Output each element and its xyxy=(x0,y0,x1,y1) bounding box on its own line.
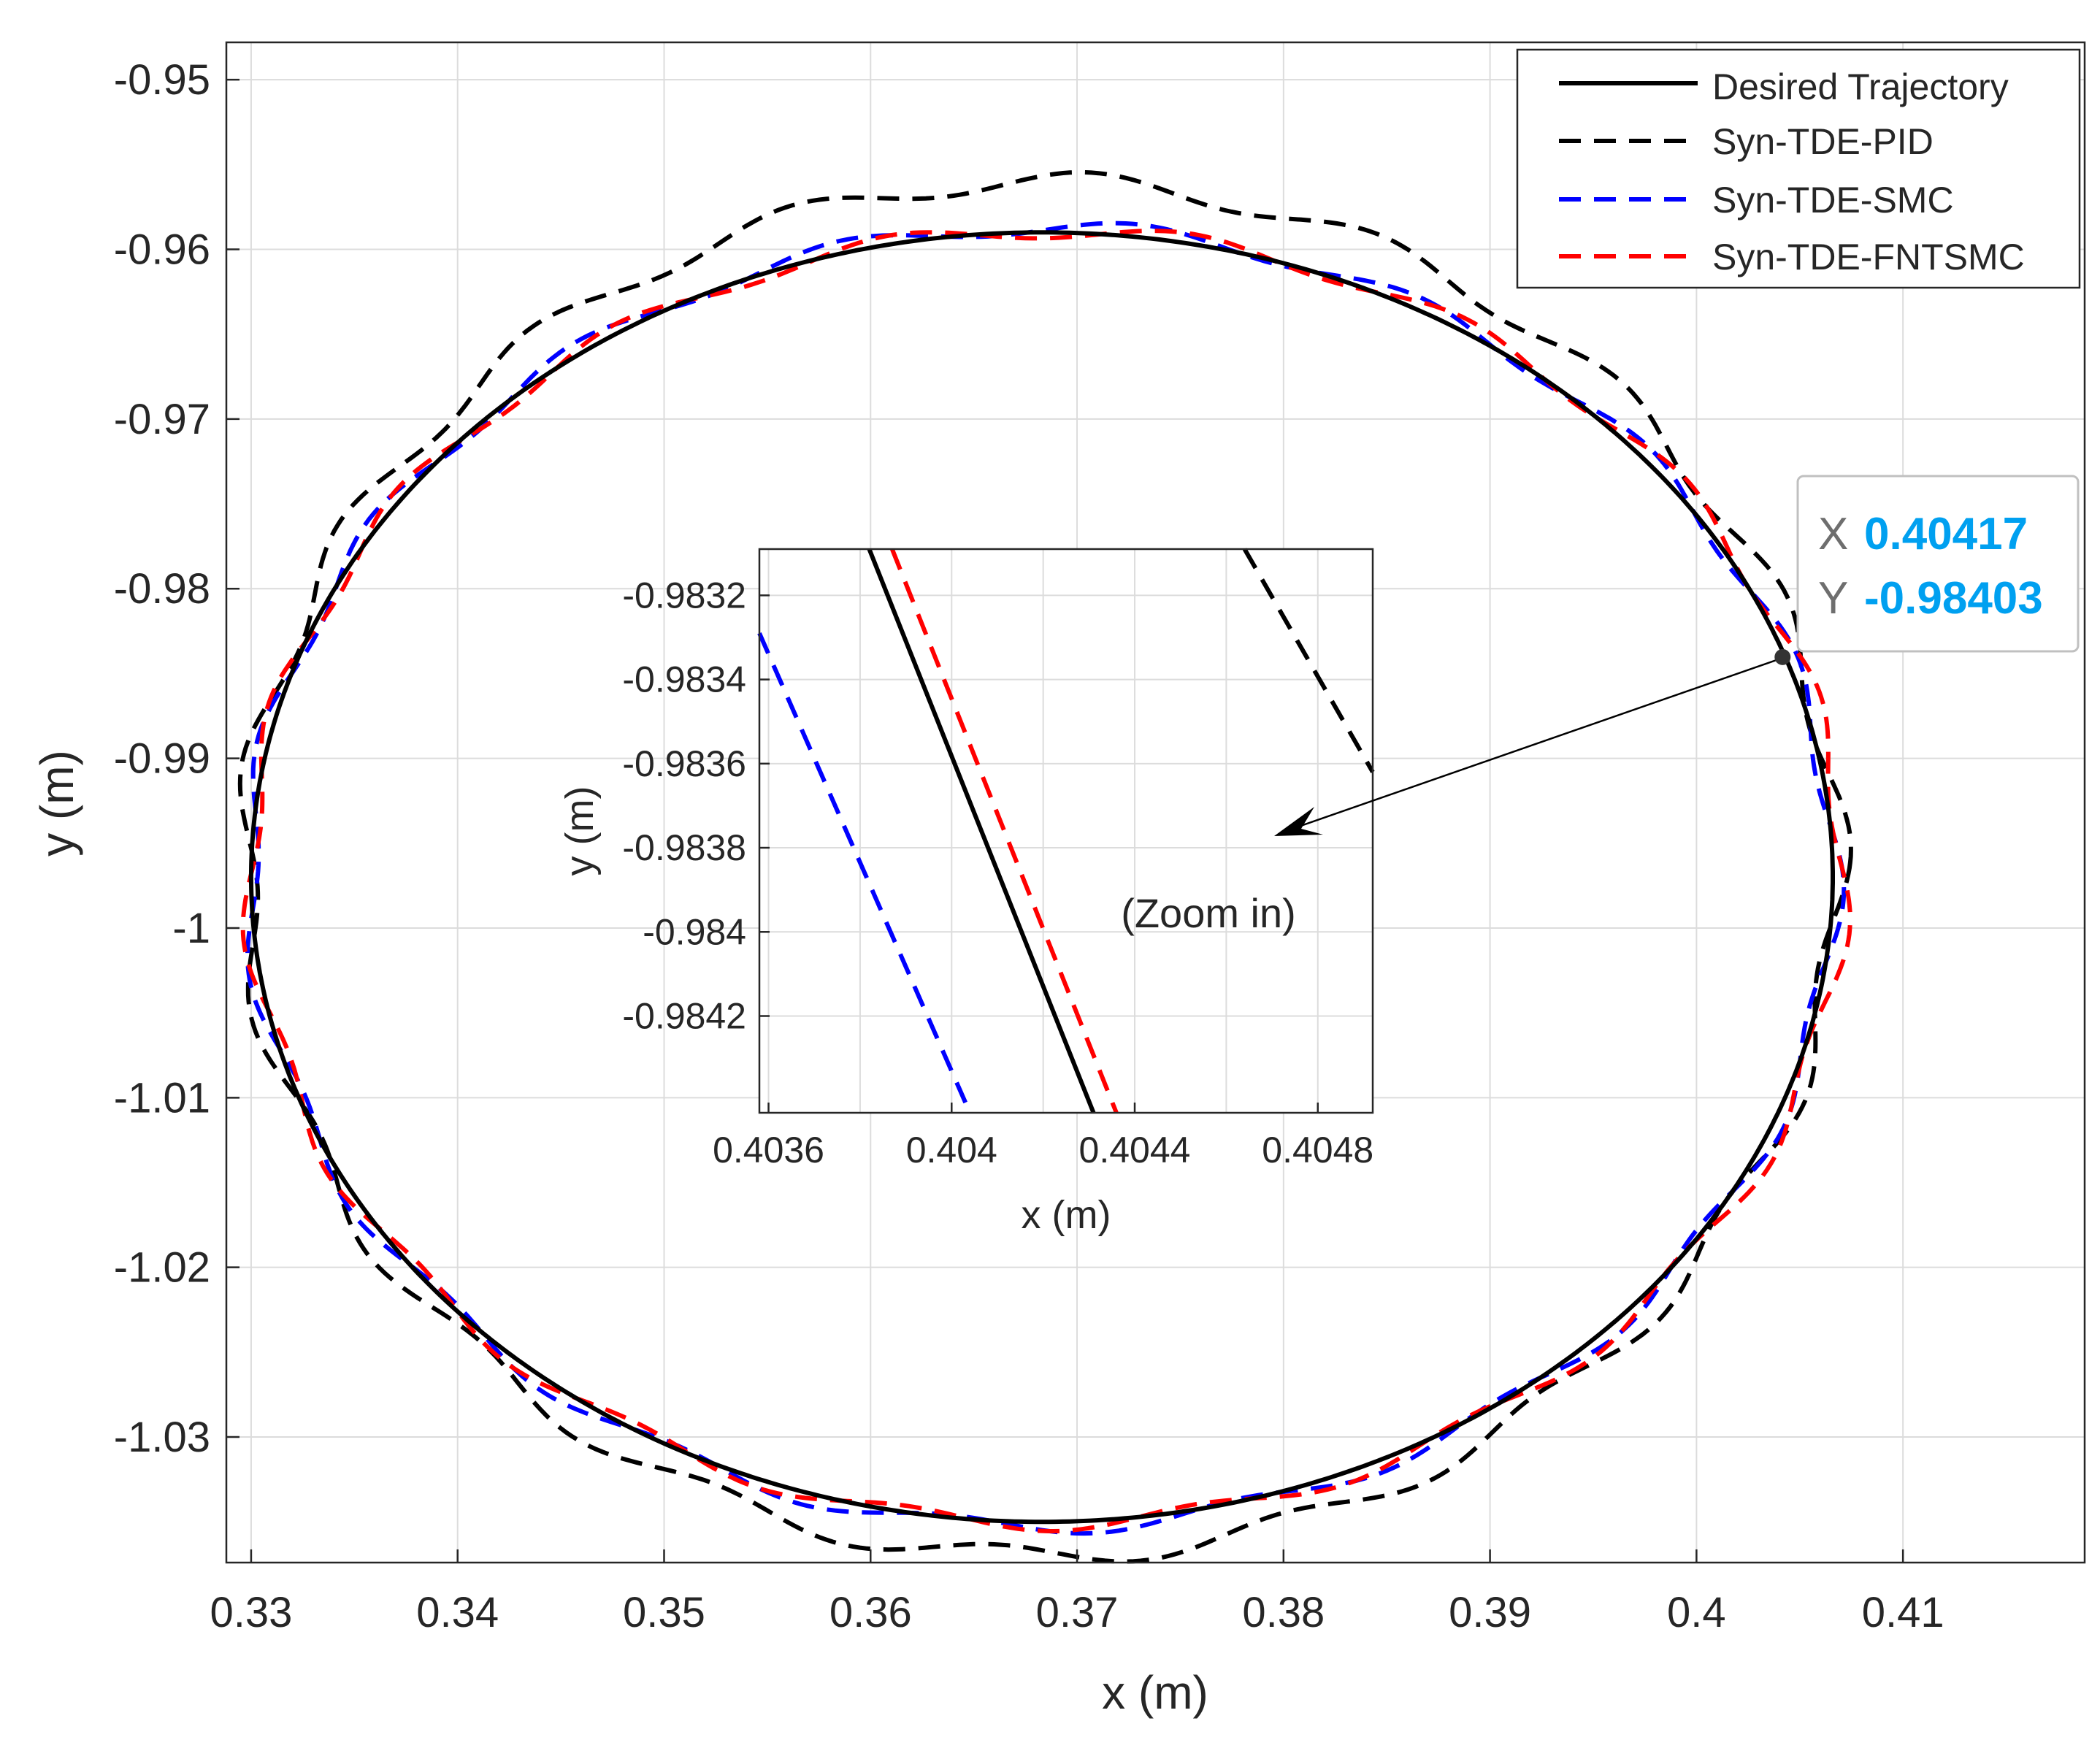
inset-x-tick-label: 0.4048 xyxy=(1262,1130,1373,1170)
inset-grid xyxy=(759,549,1373,1113)
y-tick-label: -0.97 xyxy=(114,396,210,443)
series-syn-tde-smc xyxy=(245,221,1847,1536)
inset-series-syn-tde-pid xyxy=(1242,548,1375,773)
series-syn-tde-pid xyxy=(237,170,1853,1564)
x-tick-label: 0.38 xyxy=(1242,1589,1325,1636)
datatip-y-value: -0.98403 xyxy=(1864,573,2043,624)
legend-box xyxy=(1516,48,2081,289)
datatip-y-label: Y xyxy=(1818,573,1848,624)
main-ticks: 0.33 0.34 0.35 0.36 0.37 0.38 0.39 0.4 0.41 -0.95… xyxy=(114,56,1944,1636)
legend-label-smc: Syn-TDE-SMC xyxy=(1712,180,1954,221)
x-tick-label: 0.35 xyxy=(623,1589,705,1636)
x-tick-label: 0.37 xyxy=(1036,1589,1119,1636)
inset-axes-frame xyxy=(758,548,1374,1114)
zoom-in-annotation: (Zoom in) xyxy=(1121,890,1296,936)
datatip-box xyxy=(1796,475,2080,653)
x-tick-label: 0.36 xyxy=(829,1589,912,1636)
datatip-marker[interactable] xyxy=(1774,648,1791,665)
inset-y-axis-label: y (m) xyxy=(558,786,602,876)
y-tick-label: -0.98 xyxy=(114,565,210,613)
main-x-axis-label: x (m) xyxy=(1102,1666,1208,1719)
inset-y-tick-label: -0.9834 xyxy=(622,659,746,700)
main-series xyxy=(237,170,1853,1564)
datatip-x-label: X xyxy=(1818,509,1848,559)
legend-label-pid: Syn-TDE-PID xyxy=(1712,121,1934,162)
inset-plot: 0.4036 0.404 0.4044 0.4048 -0.9832 -0.9834 -0.… xyxy=(558,548,1375,1237)
zoom-arrow-head xyxy=(1274,807,1323,836)
x-tick-label: 0.33 xyxy=(210,1589,292,1636)
y-tick-label: -1.02 xyxy=(114,1244,210,1292)
inset-y-tick-label: -0.9836 xyxy=(622,743,746,784)
y-tick-label: -0.96 xyxy=(114,226,210,273)
legend: Desired Trajectory Syn-TDE-PID Syn-TDE-S… xyxy=(1516,48,2081,289)
inset-x-tick-label: 0.4036 xyxy=(713,1130,824,1170)
y-tick-label: -0.99 xyxy=(114,735,210,783)
series-desired-trajectory xyxy=(248,230,1835,1525)
inset-series-desired-trajectory xyxy=(867,548,1096,1114)
inset-series xyxy=(757,548,1375,1114)
inset-ticks: 0.4036 0.404 0.4044 0.4048 -0.9832 -0.9834 -0.… xyxy=(622,575,1373,1170)
x-tick-label: 0.34 xyxy=(416,1589,499,1636)
inset-y-tick-label: -0.9838 xyxy=(622,827,746,868)
x-tick-label: 0.39 xyxy=(1449,1589,1531,1636)
inset-x-axis-label: x (m) xyxy=(1022,1193,1111,1237)
datatip[interactable]: X 0.40417 Y -0.98403 xyxy=(1774,475,2080,665)
main-axes-frame xyxy=(225,41,2086,1564)
inset-x-tick-label: 0.404 xyxy=(906,1130,997,1170)
y-tick-label: -1.03 xyxy=(114,1414,210,1461)
inset-y-tick-label: -0.9842 xyxy=(622,995,746,1036)
y-tick-label: -1.01 xyxy=(114,1074,210,1122)
inset-y-tick-label: -0.984 xyxy=(643,911,746,952)
inset-y-tick-label: -0.9832 xyxy=(622,575,746,616)
inset-series-syn-tde-smc xyxy=(757,632,973,1114)
inset-x-tick-label: 0.4044 xyxy=(1079,1130,1191,1170)
y-tick-label: -0.95 xyxy=(114,56,210,104)
x-tick-label: 0.4 xyxy=(1667,1589,1726,1636)
legend-label-desired: Desired Trajectory xyxy=(1712,66,2009,107)
main-y-axis-label: y (m) xyxy=(31,750,83,856)
legend-label-fntsmc: Syn-TDE-FNTSMC xyxy=(1712,237,2025,277)
y-tick-label: -1 xyxy=(172,905,210,952)
inset-series-syn-tde-fntsmc xyxy=(890,548,1119,1114)
zoom-arrow-line xyxy=(1292,654,1790,830)
datatip-x-value: 0.40417 xyxy=(1864,509,2028,559)
inset-background xyxy=(759,549,1373,1113)
x-tick-label: 0.41 xyxy=(1862,1589,1944,1636)
